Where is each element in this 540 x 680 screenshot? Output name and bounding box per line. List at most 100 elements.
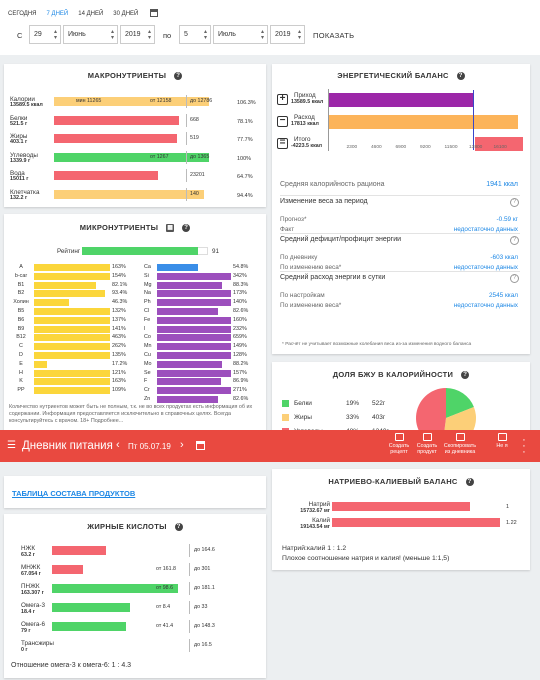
micro-pct: 149% bbox=[233, 343, 247, 350]
macro-bar bbox=[54, 134, 177, 143]
micro-bar bbox=[157, 264, 198, 271]
help-icon[interactable]: ? bbox=[510, 198, 519, 207]
action-users[interactable]: Не я bbox=[489, 433, 515, 449]
fat-amount: 18.4 г bbox=[21, 609, 35, 615]
help-icon[interactable]: ? bbox=[465, 478, 474, 487]
energy-tick: 11500 bbox=[444, 145, 458, 150]
month-to-select[interactable]: Июль ▴ ▾ bbox=[213, 25, 268, 44]
micro-bar bbox=[34, 343, 110, 351]
help-icon[interactable]: ? bbox=[174, 523, 183, 532]
macro-marker bbox=[186, 187, 187, 201]
micro-bar bbox=[157, 308, 219, 315]
energy-tick: 16100 bbox=[493, 145, 507, 150]
micro-bar bbox=[34, 316, 110, 324]
stat-label: По изменению веса* bbox=[280, 264, 342, 271]
micro-pct: 262% bbox=[112, 343, 126, 350]
stat-label: Прогноз* bbox=[280, 216, 307, 223]
micro-name: Co bbox=[144, 334, 151, 341]
calendar-icon[interactable] bbox=[150, 9, 158, 17]
calendar-icon[interactable] bbox=[196, 441, 205, 450]
macro-pct: 78.1% bbox=[237, 118, 253, 125]
rating-value: 91 bbox=[212, 248, 220, 255]
table-icon[interactable]: ▦ bbox=[166, 224, 175, 233]
macro-pct: 100% bbox=[237, 155, 252, 162]
fat-from: от 161.8 bbox=[156, 566, 176, 572]
micro-bar bbox=[34, 264, 110, 271]
nak-verdict: Плохое соотношение натрия и калия! (мень… bbox=[282, 555, 450, 562]
year-from-select[interactable]: 2019 ▴ ▾ bbox=[120, 25, 155, 44]
fat-name: НЖК bbox=[21, 545, 36, 552]
micro-name: Na bbox=[144, 290, 151, 297]
help-icon[interactable]: ? bbox=[461, 371, 470, 380]
action-copy[interactable]: Скопировать из дневника bbox=[442, 433, 478, 455]
micro-pct: 17.2% bbox=[112, 360, 128, 367]
nak-bar bbox=[332, 518, 500, 527]
macro-to: до 1365 bbox=[190, 153, 210, 160]
fat-name: Омега-6 bbox=[21, 621, 45, 628]
action-recipe[interactable]: Создать рецепт bbox=[386, 433, 412, 455]
micro-name: I bbox=[144, 325, 146, 332]
fat-to: до 301 bbox=[194, 566, 211, 572]
micro-name: Cl bbox=[144, 308, 150, 314]
micro-pct: 88.2% bbox=[233, 360, 249, 367]
nak-card: НАТРИЕВО-КАЛИЕВЫЙ БАЛАНС? Натрий 15732.67… bbox=[272, 469, 530, 570]
help-icon[interactable]: ? bbox=[510, 236, 519, 245]
micro-name: Mg bbox=[144, 281, 152, 288]
period-tabs: СЕГОДНЯ 7 ДНЕЙ 14 ДНЕЙ 30 ДНЕЙ bbox=[8, 11, 148, 17]
help-icon[interactable]: ? bbox=[174, 72, 183, 81]
macro-marker bbox=[186, 113, 187, 127]
macro-marker bbox=[186, 169, 187, 182]
products-table-link[interactable]: ТАБЛИЦА СОСТАВА ПРОДУКТОВ bbox=[12, 489, 136, 498]
nak-amount: 15732.67 мг bbox=[300, 508, 330, 514]
macro-bar bbox=[54, 171, 158, 180]
fat-to: до 16.5 bbox=[194, 642, 212, 648]
period-tab[interactable]: 7 ДНЕЙ bbox=[46, 11, 69, 17]
period-tab[interactable]: 14 ДНЕЙ bbox=[78, 11, 104, 17]
micro-name: Si bbox=[144, 272, 149, 279]
fat-marker bbox=[189, 582, 190, 595]
micro-pct: 82.6% bbox=[233, 308, 249, 314]
micro-pct: 121% bbox=[112, 369, 126, 376]
micro-bar bbox=[34, 281, 97, 289]
micro-name: Mo bbox=[144, 360, 152, 367]
bju-title: ДОЛЯ БЖУ В КАЛОРИЙНОСТИ bbox=[332, 370, 454, 379]
micro-pct: 135% bbox=[112, 352, 126, 358]
day-from-select[interactable]: 29 ▴ ▾ bbox=[29, 25, 61, 44]
action-label: Создать продукт bbox=[416, 443, 438, 455]
micro-name: D bbox=[19, 352, 23, 358]
micro-name: C bbox=[19, 343, 23, 350]
products-card: ТАБЛИЦА СОСТАВА ПРОДУКТОВ bbox=[4, 476, 266, 508]
help-icon[interactable]: ? bbox=[510, 274, 519, 283]
micro-bar bbox=[34, 308, 110, 315]
micro-pct: 132% bbox=[112, 308, 126, 314]
show-button[interactable]: ПОКАЗАТЬ bbox=[313, 31, 355, 40]
next-day-icon[interactable]: › bbox=[180, 439, 184, 451]
action-product[interactable]: Создать продукт bbox=[414, 433, 440, 455]
period-tab[interactable]: 30 ДНЕЙ bbox=[113, 11, 139, 17]
prev-day-icon[interactable]: ‹ bbox=[116, 439, 120, 451]
bju-card: ДОЛЯ БЖУ В КАЛОРИЙНОСТИ? Белки 19% 522г Жир… bbox=[272, 362, 530, 448]
help-icon[interactable]: ? bbox=[182, 224, 191, 233]
more-icon[interactable]: · · · bbox=[522, 434, 526, 458]
micro-pct: 157% bbox=[233, 369, 247, 376]
menu-icon[interactable]: ☰ bbox=[7, 440, 16, 451]
year-to-select[interactable]: 2019 ▴ ▾ bbox=[270, 25, 305, 44]
micro-bar bbox=[157, 378, 222, 386]
micro-bar bbox=[34, 334, 110, 342]
legend-swatch bbox=[282, 400, 289, 407]
energy-tick: 13800 bbox=[469, 145, 483, 150]
micro-name: b-car bbox=[14, 272, 28, 279]
micro-pct: 86.9% bbox=[233, 378, 249, 385]
month-from-select[interactable]: Июнь ▴ ▾ bbox=[63, 25, 118, 44]
stat-label: По настройкам bbox=[280, 292, 325, 299]
current-date[interactable]: Пт 05.07.19 bbox=[128, 442, 171, 451]
micro-name: Mn bbox=[144, 343, 152, 350]
micro-name: F bbox=[144, 378, 148, 385]
fat-bar bbox=[52, 565, 83, 574]
micro-name: H bbox=[19, 369, 23, 376]
macro-to: 23201 bbox=[190, 172, 205, 178]
fat-bar bbox=[52, 546, 106, 555]
help-icon[interactable]: ? bbox=[456, 72, 465, 81]
period-tab[interactable]: СЕГОДНЯ bbox=[8, 11, 37, 17]
day-to-select[interactable]: 5 ▴ ▾ bbox=[179, 25, 211, 44]
